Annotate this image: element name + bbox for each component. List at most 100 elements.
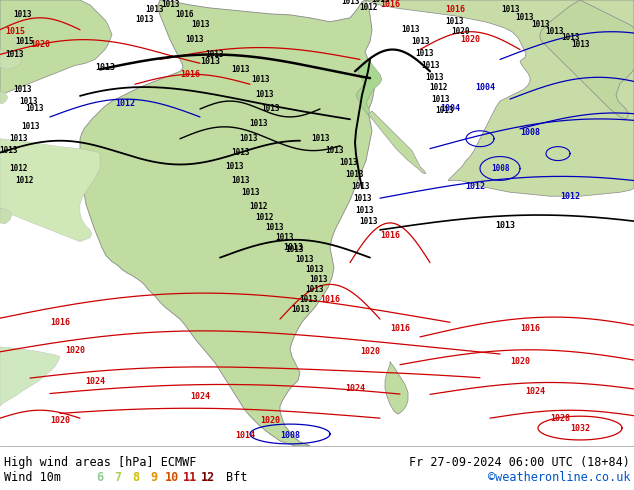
- Polygon shape: [365, 0, 634, 196]
- Text: 1013: 1013: [206, 50, 224, 59]
- Text: 1013: 1013: [241, 188, 259, 196]
- Text: 1013: 1013: [286, 245, 304, 254]
- Text: 8: 8: [133, 471, 139, 485]
- Polygon shape: [0, 347, 60, 406]
- Text: Bft: Bft: [226, 471, 247, 485]
- Text: 1020: 1020: [451, 27, 469, 36]
- Text: 1013: 1013: [339, 158, 357, 167]
- Text: 1013: 1013: [9, 134, 27, 143]
- Text: 1013: 1013: [560, 33, 579, 42]
- Text: 1020: 1020: [65, 346, 85, 355]
- Text: Fr 27-09-2024 06:00 UTC (18+84): Fr 27-09-2024 06:00 UTC (18+84): [409, 456, 630, 469]
- Text: 1016: 1016: [520, 324, 540, 334]
- Text: 1013: 1013: [239, 134, 257, 143]
- Text: 1013: 1013: [19, 97, 37, 105]
- Text: 1012: 1012: [9, 164, 27, 173]
- Text: 1008: 1008: [520, 128, 540, 137]
- Text: 1020: 1020: [260, 416, 280, 425]
- Text: 1012: 1012: [560, 192, 580, 201]
- Text: 1013: 1013: [501, 5, 519, 14]
- Text: 1013: 1013: [276, 233, 294, 243]
- Text: 1013: 1013: [161, 0, 179, 9]
- Text: 1008: 1008: [280, 432, 300, 441]
- Text: 1013: 1013: [231, 176, 249, 185]
- Text: 1004: 1004: [475, 83, 495, 92]
- Polygon shape: [368, 111, 426, 173]
- Text: 1020: 1020: [460, 35, 480, 44]
- Polygon shape: [0, 91, 8, 104]
- Text: 1016: 1016: [176, 10, 194, 20]
- Text: 1020: 1020: [510, 357, 530, 366]
- Text: 1013: 1013: [26, 104, 44, 114]
- Text: 1016: 1016: [380, 0, 400, 9]
- Text: 1013: 1013: [531, 20, 549, 29]
- Text: 1013: 1013: [299, 295, 317, 304]
- Text: 1013: 1013: [495, 221, 515, 230]
- Text: 1013: 1013: [146, 5, 164, 14]
- Polygon shape: [0, 139, 100, 242]
- Text: 1024: 1024: [190, 392, 210, 401]
- Text: 1014: 1014: [235, 432, 255, 441]
- Text: 1024: 1024: [525, 387, 545, 396]
- Text: 1013: 1013: [371, 0, 389, 4]
- Text: 1013: 1013: [6, 50, 24, 59]
- Text: 1012: 1012: [359, 3, 377, 12]
- Text: 1016: 1016: [50, 318, 70, 326]
- Text: 1013: 1013: [283, 243, 303, 252]
- Polygon shape: [0, 0, 112, 95]
- Text: 1013: 1013: [311, 134, 329, 143]
- Text: 1016: 1016: [180, 70, 200, 79]
- Text: 1013: 1013: [446, 17, 464, 26]
- Polygon shape: [385, 362, 408, 414]
- Text: 1013: 1013: [346, 170, 365, 179]
- Text: 1013: 1013: [515, 13, 534, 23]
- Text: 7: 7: [115, 471, 122, 485]
- Text: 1008: 1008: [491, 164, 509, 173]
- Text: 1013: 1013: [295, 255, 314, 264]
- Text: 1032: 1032: [570, 423, 590, 433]
- Text: 1013: 1013: [261, 104, 279, 114]
- Text: 1013: 1013: [430, 95, 450, 103]
- Text: 1013: 1013: [21, 122, 39, 131]
- Text: 1013: 1013: [306, 265, 324, 274]
- Text: 1013: 1013: [359, 218, 377, 226]
- Text: 1013: 1013: [256, 90, 275, 98]
- Text: 1013: 1013: [416, 49, 434, 58]
- Text: 1013: 1013: [436, 106, 454, 116]
- Polygon shape: [0, 208, 12, 224]
- Polygon shape: [0, 49, 22, 70]
- Text: 1024: 1024: [345, 384, 365, 393]
- Text: 1013: 1013: [351, 182, 369, 191]
- Text: 1012: 1012: [256, 214, 275, 222]
- Polygon shape: [540, 0, 634, 119]
- Text: 1013: 1013: [421, 61, 439, 70]
- Text: 1020: 1020: [50, 416, 70, 425]
- Polygon shape: [80, 0, 375, 446]
- Text: 1012: 1012: [16, 176, 34, 185]
- Text: 10: 10: [165, 471, 179, 485]
- Text: 1013: 1013: [411, 37, 429, 46]
- Text: 1013: 1013: [266, 223, 284, 232]
- Text: 1013: 1013: [356, 206, 374, 215]
- Text: 9: 9: [150, 471, 158, 485]
- Text: 1013: 1013: [291, 305, 309, 314]
- Text: 1012: 1012: [429, 83, 447, 92]
- Text: 1013: 1013: [340, 0, 359, 6]
- Text: 1015: 1015: [16, 37, 34, 46]
- Text: 1012: 1012: [465, 182, 485, 191]
- Text: 12: 12: [201, 471, 215, 485]
- Text: ©weatheronline.co.uk: ©weatheronline.co.uk: [488, 471, 630, 485]
- Text: High wind areas [hPa] ECMWF: High wind areas [hPa] ECMWF: [4, 456, 197, 469]
- Text: 1013: 1013: [251, 75, 269, 84]
- Text: 1013: 1013: [13, 10, 31, 20]
- Text: 11: 11: [183, 471, 197, 485]
- Text: 1013: 1013: [226, 162, 244, 171]
- Polygon shape: [356, 59, 382, 115]
- Text: 1013: 1013: [426, 73, 444, 82]
- Text: 1013: 1013: [0, 146, 17, 155]
- Text: 1016: 1016: [445, 5, 465, 14]
- Text: 1013: 1013: [13, 85, 31, 94]
- Text: 1016: 1016: [380, 231, 400, 240]
- Text: 1012: 1012: [115, 98, 135, 107]
- Text: 1013: 1013: [95, 63, 115, 72]
